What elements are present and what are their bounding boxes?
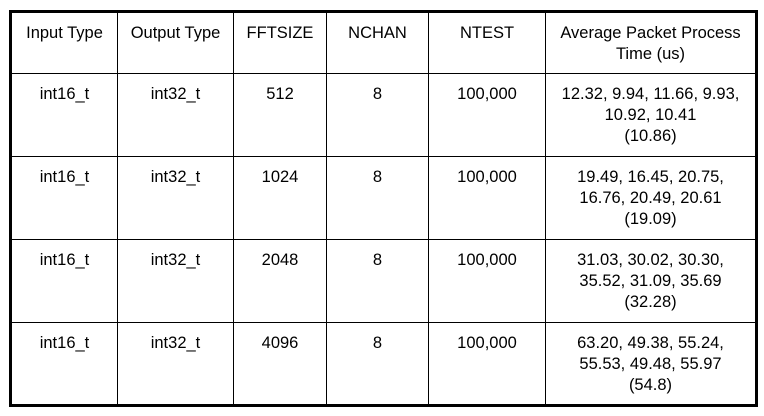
cell-fftsize: 1024 [233, 156, 327, 240]
cell-output-type: int32_t [117, 239, 234, 323]
table-row: int16_t int32_t 512 8 100,000 12.32, 9.9… [10, 73, 757, 157]
header-input-type: Input Type [10, 11, 118, 74]
cell-output-type: int32_t [117, 73, 234, 157]
cell-nchan: 8 [326, 239, 429, 323]
cell-output-type: int32_t [117, 322, 234, 406]
cell-fftsize: 512 [233, 73, 327, 157]
cell-input-type: int16_t [10, 322, 118, 406]
cell-input-type: int16_t [10, 156, 118, 240]
table-header: Input Type Output Type FFTSIZE NCHAN NTE… [10, 11, 757, 74]
cell-input-type: int16_t [10, 239, 118, 323]
performance-table: Input Type Output Type FFTSIZE NCHAN NTE… [9, 10, 758, 407]
cell-nchan: 8 [326, 156, 429, 240]
table-row: int16_t int32_t 2048 8 100,000 31.03, 30… [10, 239, 757, 323]
header-row: Input Type Output Type FFTSIZE NCHAN NTE… [10, 11, 757, 74]
cell-ntest: 100,000 [428, 239, 546, 323]
cell-ntest: 100,000 [428, 322, 546, 406]
cell-input-type: int16_t [10, 73, 118, 157]
cell-fftsize: 4096 [233, 322, 327, 406]
header-ntest: NTEST [428, 11, 546, 74]
table-body: int16_t int32_t 512 8 100,000 12.32, 9.9… [10, 73, 757, 406]
cell-nchan: 8 [326, 322, 429, 406]
cell-ntest: 100,000 [428, 156, 546, 240]
header-output-type: Output Type [117, 11, 234, 74]
cell-fftsize: 2048 [233, 239, 327, 323]
table-row: int16_t int32_t 4096 8 100,000 63.20, 49… [10, 322, 757, 406]
cell-output-type: int32_t [117, 156, 234, 240]
header-fftsize: FFTSIZE [233, 11, 327, 74]
table-row: int16_t int32_t 1024 8 100,000 19.49, 16… [10, 156, 757, 240]
cell-avg-packet-time: 63.20, 49.38, 55.24, 55.53, 49.48, 55.97… [545, 322, 757, 406]
cell-ntest: 100,000 [428, 73, 546, 157]
cell-avg-packet-time: 31.03, 30.02, 30.30, 35.52, 31.09, 35.69… [545, 239, 757, 323]
cell-nchan: 8 [326, 73, 429, 157]
header-avg-packet-time: Average Packet Process Time (us) [545, 11, 757, 74]
header-nchan: NCHAN [326, 11, 429, 74]
cell-avg-packet-time: 12.32, 9.94, 11.66, 9.93, 10.92, 10.41 (… [545, 73, 757, 157]
cell-avg-packet-time: 19.49, 16.45, 20.75, 16.76, 20.49, 20.61… [545, 156, 757, 240]
